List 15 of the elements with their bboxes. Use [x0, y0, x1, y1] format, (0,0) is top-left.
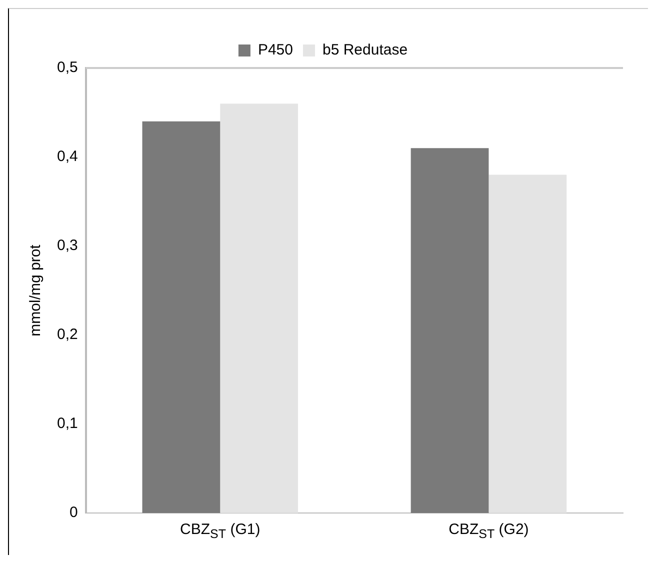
y-tick-label: 0,4	[56, 148, 78, 166]
y-tick-label: 0,1	[56, 415, 78, 432]
x-tick-label: CBZ$_{ST}$ (G1)	[180, 521, 260, 541]
x-tick-label: CBZ$_{ST}$ (G2)	[448, 521, 529, 541]
y-tick-label: 0	[70, 504, 78, 522]
y-tick-label: 0,3	[56, 237, 78, 254]
y-axis-title: mmol/mg prot	[27, 244, 44, 336]
legend-label: b5 Redutase	[322, 42, 408, 59]
legend-label: P450	[258, 42, 293, 59]
bar	[410, 148, 489, 513]
bar	[142, 121, 220, 513]
bar	[488, 174, 567, 513]
y-tick-label: 0,5	[56, 59, 78, 76]
y-tick-label: 0,2	[56, 326, 78, 344]
bar	[220, 104, 298, 513]
